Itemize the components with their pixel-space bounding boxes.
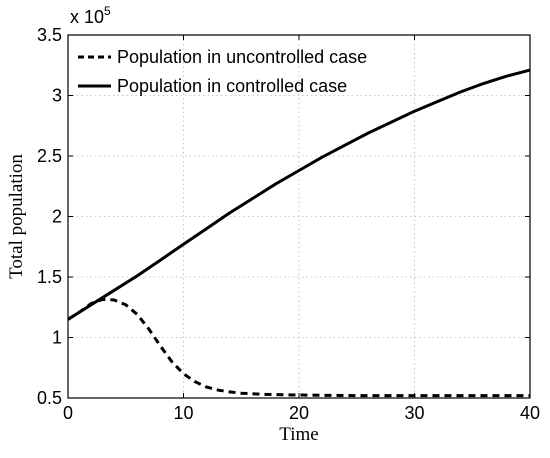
y-tick-label: 3.5 [37, 25, 62, 45]
y-multiplier-label: x 105 [70, 4, 111, 27]
legend-entry-label: Population in controlled case [117, 76, 347, 96]
series-layer [67, 68, 531, 398]
x-tick-label: 30 [404, 403, 424, 423]
axis-ticks: 0 10 20 30 40 0.5 1 1.5 2 2.5 3 3.5 [37, 25, 540, 423]
x-axis-title: Time [279, 424, 318, 445]
x-tick-label: 10 [173, 403, 193, 423]
y-tick-label: 1.5 [37, 267, 62, 287]
grid [68, 35, 530, 398]
y-tick-label: 0.5 [37, 388, 62, 408]
x-tick-label: 20 [289, 403, 309, 423]
x-tick-label: 0 [63, 403, 73, 423]
y-tick-label: 2 [52, 207, 62, 227]
y-multiplier-exponent: 5 [104, 4, 111, 18]
legend-entry-label: Population in uncontrolled case [117, 47, 367, 67]
legend: Population in uncontrolled case Populatio… [78, 47, 367, 96]
y-tick-label: 2.5 [37, 146, 62, 166]
y-tick-label: 1 [52, 328, 62, 348]
series-line-uncontrolled [67, 297, 530, 398]
y-axis-title: Total population [6, 154, 27, 279]
y-tick-label: 3 [52, 86, 62, 106]
series-line-controlled [67, 68, 531, 321]
x-tick-label: 40 [520, 403, 540, 423]
